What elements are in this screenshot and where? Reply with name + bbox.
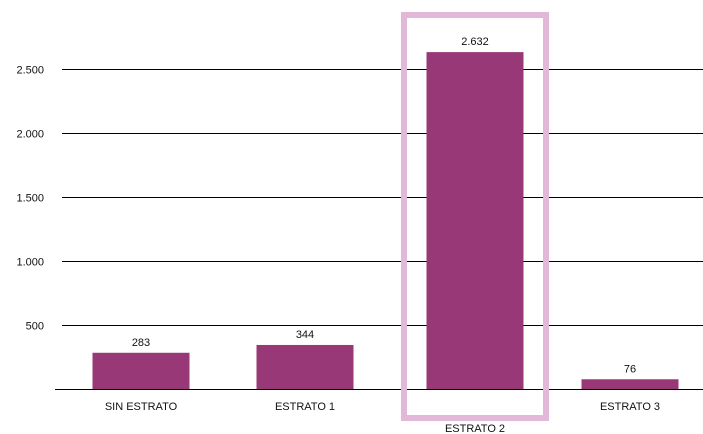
y-tick-label: 1.500: [16, 193, 44, 205]
y-tick-label: 2.500: [16, 65, 44, 77]
bar: [582, 379, 679, 389]
gridlines: [55, 70, 703, 390]
category-label: ESTRATO 2: [445, 423, 505, 434]
category-labels: SIN ESTRATO ESTRATO 1 ESTRATO 2 ESTRATO 3: [105, 401, 660, 434]
bar: [257, 345, 354, 389]
bar: [93, 353, 190, 389]
data-label: 283: [132, 337, 150, 349]
category-label: ESTRATO 1: [275, 401, 335, 413]
y-tick-label: 500: [26, 321, 44, 333]
y-tick-label: 1.000: [16, 257, 44, 269]
bars: [93, 52, 679, 389]
data-label: 344: [296, 329, 314, 341]
y-axis-ticks: 500 1.000 1.500 2.000 2.500: [16, 65, 44, 333]
y-tick-label: 2.000: [16, 129, 44, 141]
bar: [427, 52, 524, 389]
data-label: 2.632: [461, 36, 489, 48]
data-label: 76: [624, 363, 636, 375]
category-label: ESTRATO 3: [600, 401, 660, 413]
category-label: SIN ESTRATO: [105, 401, 178, 413]
data-labels: 283 344 2.632 76: [132, 36, 636, 375]
